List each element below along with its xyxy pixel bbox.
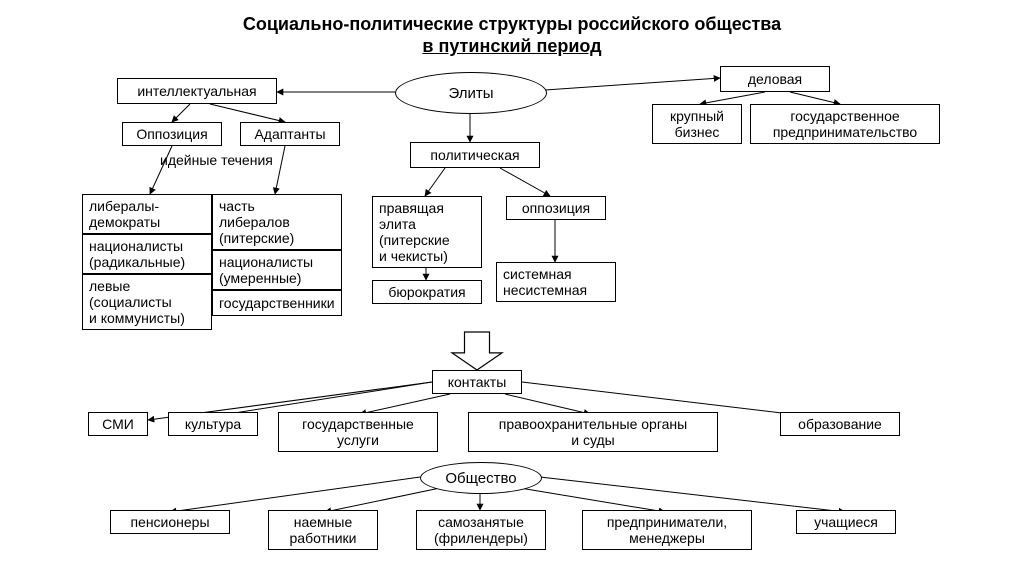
diagram-stage: Социально-политические структуры российс… <box>0 0 1024 574</box>
title-line-1: Социально-политические структуры российс… <box>0 14 1024 35</box>
node-ch_services: государственныеуслуги <box>278 412 438 452</box>
node-soc_hired: наемныеработники <box>268 510 378 550</box>
node-society: Общество <box>420 462 542 494</box>
node-ch_culture: культура <box>168 412 258 436</box>
node-bureaucracy: бюрократия <box>372 280 482 304</box>
node-intellectual: интеллектуальная <box>117 78 277 104</box>
node-systemic: системнаянесистемная <box>496 262 616 302</box>
node-political: политическая <box>410 142 540 168</box>
node-pol_opposition: оппозиция <box>506 196 606 220</box>
node-big_business: крупный бизнес <box>652 104 742 144</box>
node-soc_stud: учащиеся <box>796 510 896 534</box>
node-soc_entr: предприниматели,менеджеры <box>582 510 752 550</box>
node-opp_c2: националисты(радикальные) <box>82 234 212 274</box>
node-adp_c1: частьлибералов(питерские) <box>212 194 342 250</box>
node-elites: Элиты <box>395 72 547 114</box>
node-ch_edu: образование <box>780 412 900 436</box>
node-business: деловая <box>720 66 830 92</box>
node-state_ent: государственное предпринимательство <box>750 104 940 144</box>
node-adaptants_hdr: Адаптанты <box>240 122 340 146</box>
node-currents_lbl: идейные течения <box>160 152 273 168</box>
node-soc_pens: пенсионеры <box>110 510 230 534</box>
node-opp_c1: либералы-демократы <box>82 194 212 234</box>
node-ch_smi: СМИ <box>88 412 148 436</box>
node-opp_c3: левые(социалистыи коммунисты) <box>82 274 212 330</box>
node-adp_c2: националисты(умеренные) <box>212 250 342 290</box>
node-contacts: контакты <box>432 370 522 394</box>
node-adp_c3: государственники <box>212 290 342 316</box>
node-ch_law: правоохранительные органыи суды <box>468 412 718 452</box>
node-ruling_elite: правящаяэлита(питерскиеи чекисты) <box>372 196 482 268</box>
node-opposition_hdr: Оппозиция <box>122 122 222 146</box>
title-line-2: в путинский период <box>0 36 1024 57</box>
block-arrow <box>452 332 502 370</box>
node-soc_self: самозанятые(фрилендеры) <box>416 510 546 550</box>
